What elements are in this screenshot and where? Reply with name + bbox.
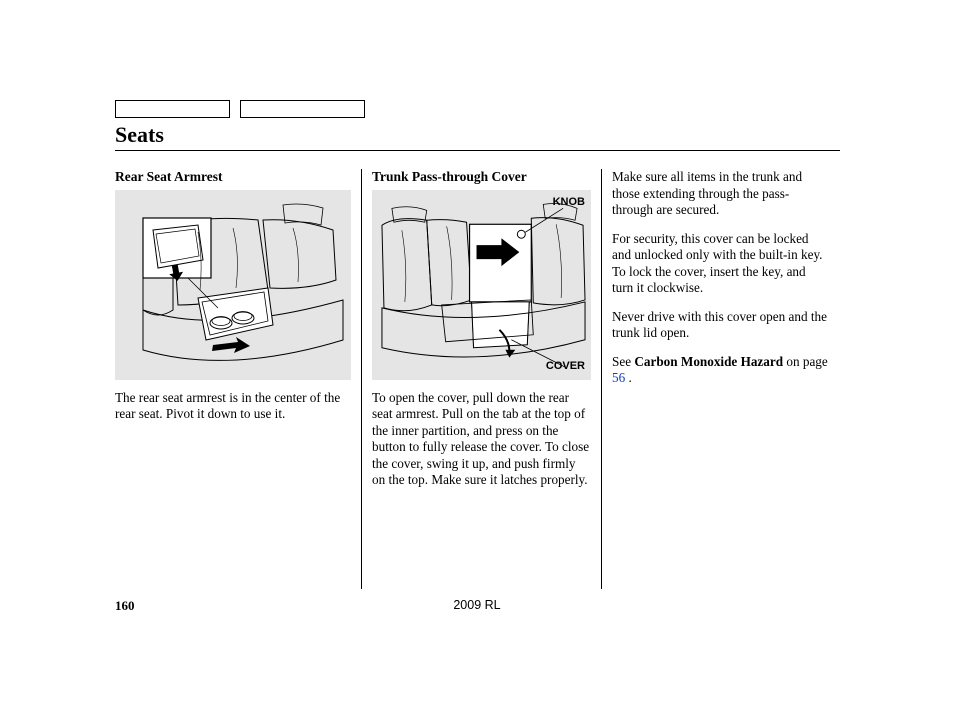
col3-p4: See Carbon Monoxide Hazard on page 56 . [612,354,828,387]
col3-p4a: See [612,354,634,369]
col1-heading: Rear Seat Armrest [115,169,351,186]
col3-p2: For security, this cover can be locked a… [612,231,828,297]
armrest-illustration [115,190,351,380]
title-row: Seats [115,122,840,151]
col3-p4d: . [625,370,632,385]
page-link-56[interactable]: 56 [612,370,625,385]
page-title: Seats [115,122,840,148]
col2-heading: Trunk Pass-through Cover [372,169,591,186]
col3-p1: Make sure all items in the trunk and tho… [612,169,828,219]
col3-p3: Never drive with this cover open and the… [612,309,828,342]
column-2: Trunk Pass-through Cover KNOB COVER [361,169,601,589]
column-1: Rear Seat Armrest [115,169,361,589]
col1-p1: The rear seat armrest is in the center o… [115,390,351,423]
figure-rear-armrest [115,190,351,380]
label-cover: COVER [546,360,585,374]
header-box-2 [240,100,365,118]
figure-passthrough: KNOB COVER [372,190,591,380]
column-3: Make sure all items in the trunk and tho… [601,169,836,589]
col3-p4b: Carbon Monoxide Hazard [634,354,783,369]
col3-p4c: on page [783,354,828,369]
passthrough-illustration [372,190,591,380]
label-knob: KNOB [553,196,585,210]
footer-model-year: 2009 RL [0,598,954,612]
columns: Rear Seat Armrest [115,169,840,589]
page-content: Seats Rear Seat Armrest [115,100,840,589]
col2-p1: To open the cover, pull down the rear se… [372,390,591,489]
header-boxes [115,100,840,118]
header-box-1 [115,100,230,118]
